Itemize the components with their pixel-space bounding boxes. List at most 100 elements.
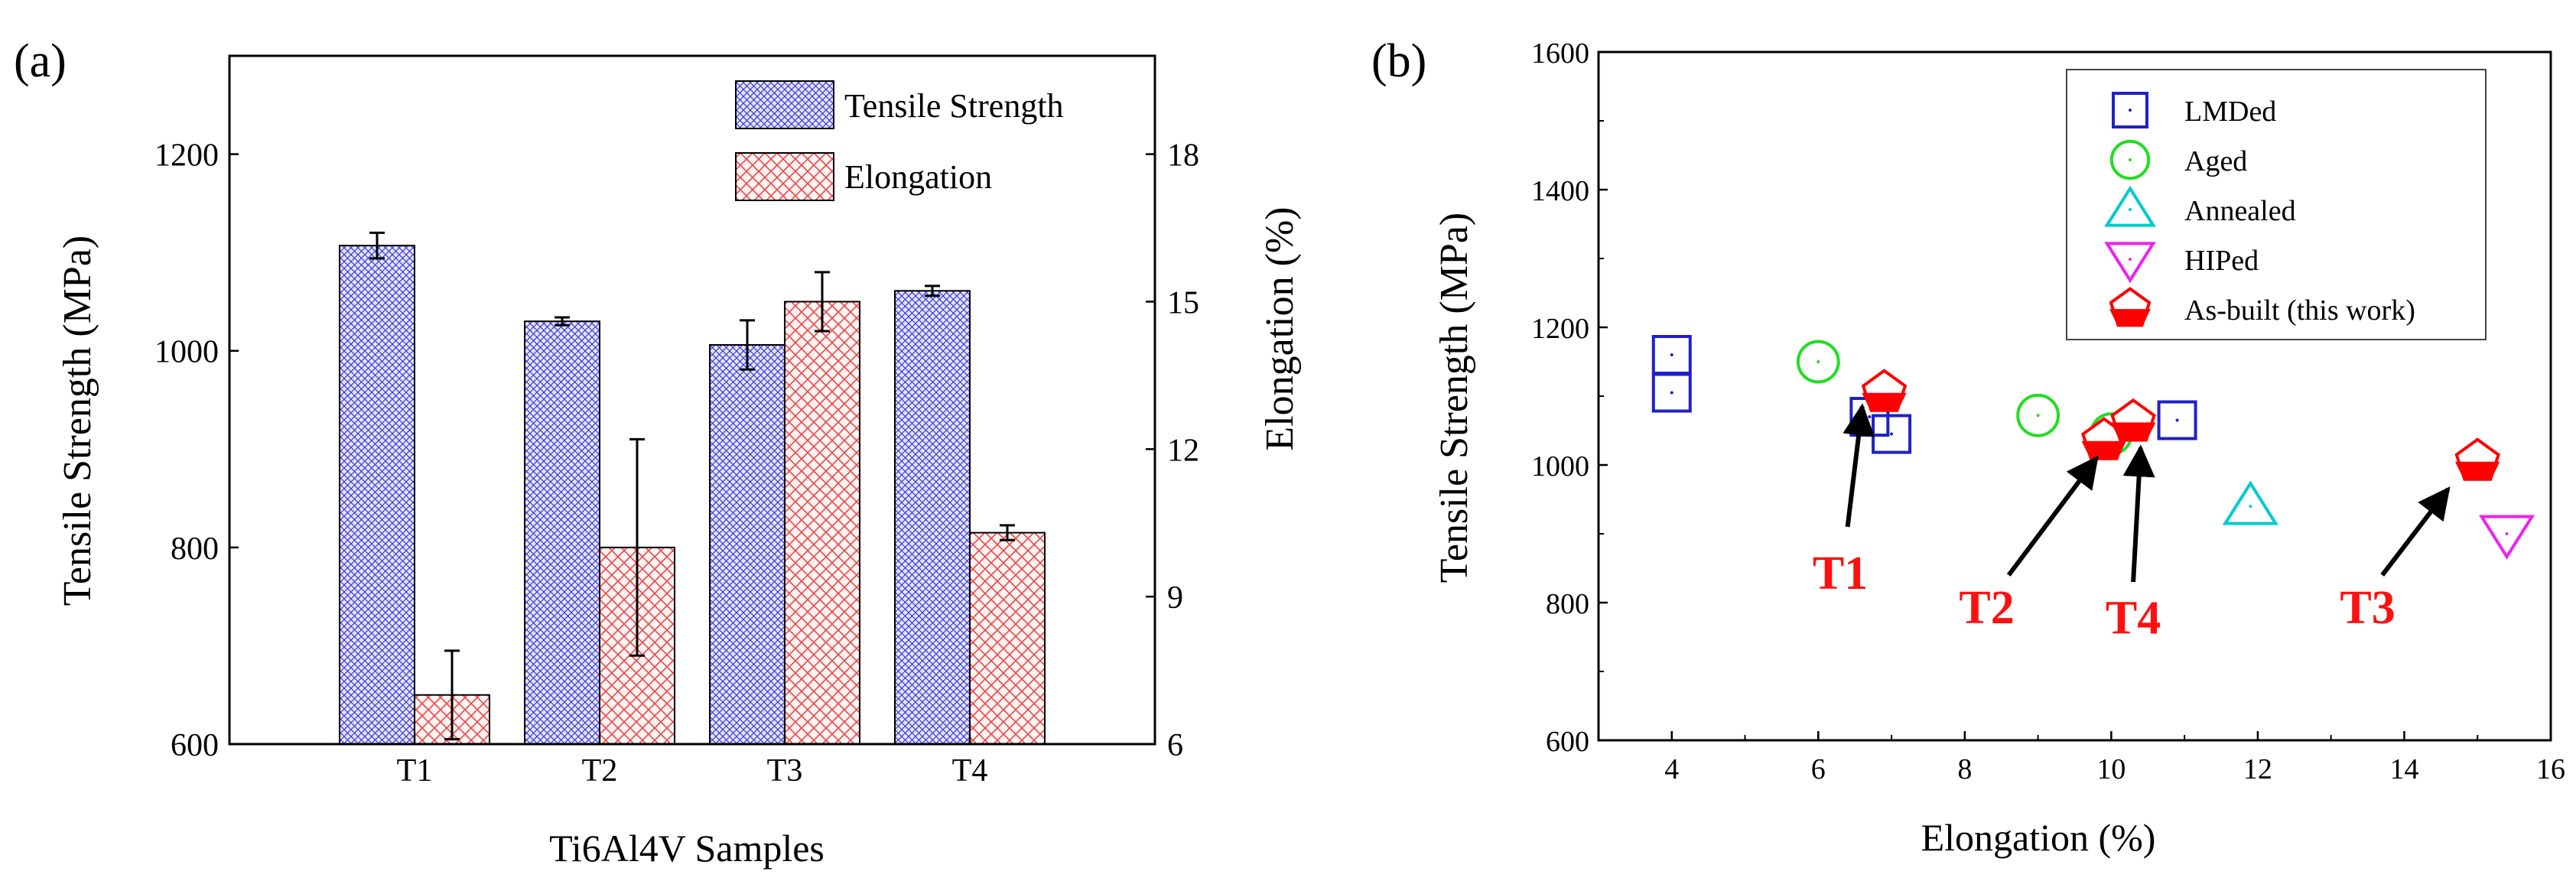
x-tick-label-t4: T4 (952, 753, 988, 788)
x-tick-label: 14 (2389, 753, 2418, 785)
point-pentagon-3 (2454, 437, 2500, 481)
point-triangle-up-0 (2222, 480, 2278, 525)
panel-a: (a) 600 800 1000 1200 6 9 12 15 18 T1 T2 T3 T4 Ti6Al… (14, 35, 1302, 870)
marker-shape (2104, 242, 2156, 284)
marker-dot (1670, 391, 1673, 395)
panel-b-axes: 600 800 1000 1200 1400 1600 4 6 8 10 12 14 16 (1531, 37, 2565, 785)
y2-tick-label: 15 (1167, 285, 1199, 320)
panel-a-label: (a) (14, 35, 67, 87)
panel-b-points (1651, 335, 2535, 560)
legend-swatch-elongation (735, 152, 834, 201)
marker-shape (2112, 92, 2148, 128)
panel-b: (b) 600 800 1000 1200 1400 1600 4 6 8 10 12 14 16 T1… (1371, 35, 2565, 859)
legend-swatch-tensile (735, 80, 834, 129)
marker-shape (2109, 139, 2151, 180)
marker-fill (2081, 440, 2126, 460)
error-bar-tensile-t2 (555, 316, 570, 327)
marker-dot (1868, 415, 1872, 418)
annotation-label-t3: T3 (2340, 582, 2395, 634)
annotation-arrow-t3 (2380, 486, 2451, 577)
marker-shape (2157, 400, 2197, 440)
bar-tensile-t2 (524, 320, 600, 745)
marker-dot (2175, 418, 2179, 422)
bar-tensile-t4 (894, 290, 971, 745)
legend-label-hiped: HIPed (2184, 245, 2259, 277)
panel-b-x-axis-label: Elongation (%) (1921, 816, 2156, 859)
y2-tick-label: 6 (1167, 728, 1183, 763)
y-tick-label: 1000 (1531, 450, 1589, 483)
panel-b-label: (b) (1371, 35, 1426, 87)
x-tick-label: 10 (2096, 753, 2126, 785)
marker-shape (2222, 480, 2278, 525)
panel-a-y-axis-label: Tensile Strength (MPa) (56, 236, 99, 606)
x-tick-label: 12 (2243, 753, 2272, 785)
marker-dot (1890, 432, 1894, 436)
y-tick-label: 1600 (1531, 37, 1589, 70)
legend-label-as-built: As-built (this work) (2184, 294, 2415, 327)
legend-label-elongation: Elongation (844, 158, 992, 196)
point-circle-0 (1796, 340, 1840, 384)
point-square-4 (2157, 400, 2197, 440)
marker-dot (2129, 109, 2132, 112)
error-bar-tensile-t4 (925, 284, 940, 297)
marker-shape (2016, 393, 2060, 437)
legend-marker-triangle-down (2104, 242, 2156, 284)
y-tick-label: 1400 (1531, 175, 1589, 207)
x-tick-label: 6 (1811, 753, 1826, 785)
y2-tick-label: 12 (1167, 433, 1199, 468)
legend-marker-pentagon (2109, 287, 2152, 327)
error-bar-elongation-t4 (1000, 524, 1015, 541)
x-tick-label: 16 (2536, 753, 2565, 785)
marker-dot (2129, 158, 2132, 161)
error-bar-elongation-t2 (629, 437, 645, 657)
annotation-label-t2: T2 (1959, 582, 2014, 634)
panel-a-y2-axis-label: Elongation (%) (1258, 206, 1302, 450)
y-tick-label: 1200 (154, 138, 219, 174)
point-triangle-down-0 (2478, 515, 2535, 560)
y2-tick-label: 9 (1167, 580, 1183, 616)
bar-tensile-t1 (339, 245, 415, 745)
x-tick-label: 8 (1957, 753, 1972, 785)
error-bar-elongation-t1 (444, 649, 460, 741)
marker-dot (2249, 505, 2252, 508)
panel-a-error-bars (369, 231, 1015, 741)
legend-marker-square (2112, 92, 2148, 128)
marker-dot (2129, 258, 2132, 261)
panel-a-legend: Tensile Strength Elongation (735, 80, 1064, 201)
legend-marker-triangle-up (2104, 185, 2156, 227)
marker-shape (1651, 372, 1692, 413)
panel-a-plot-frame (228, 54, 1156, 746)
marker-fill (2110, 422, 2156, 441)
y-tick-label: 600 (171, 728, 219, 763)
marker-dot (2505, 532, 2509, 535)
error-bar-tensile-t1 (369, 231, 385, 260)
marker-shape (1796, 340, 1840, 384)
point-pentagon-0 (1861, 369, 1908, 412)
point-circle-1 (2016, 393, 2060, 437)
panel-b-annotations: T1 T2 T4 T3 (1813, 403, 2451, 645)
error-bar-elongation-t3 (815, 271, 830, 333)
x-tick-label: 4 (1664, 753, 1679, 785)
legend-label-aged: Aged (2184, 145, 2247, 177)
marker-dot (1817, 360, 1820, 363)
x-tick-label-t2: T2 (582, 753, 618, 788)
annotation-arrow-t1 (1843, 403, 1875, 528)
annotation-label-t4: T4 (2106, 593, 2161, 645)
y-tick-label: 1000 (154, 335, 219, 370)
y2-tick-label: 18 (1167, 138, 1199, 174)
panel-a-axes: 600 800 1000 1200 6 9 12 15 18 T1 T2 T3 T4 (154, 54, 1199, 788)
panel-b-y-axis-label: Tensile Strength (MPa) (1433, 213, 1476, 584)
annotation-arrow-t2 (2006, 455, 2099, 577)
marker-dot (2129, 208, 2132, 211)
error-bar-tensile-t3 (740, 319, 755, 371)
panel-a-x-axis-label: Ti6Al4V Samples (549, 827, 825, 870)
x-tick-label-t3: T3 (767, 753, 803, 788)
marker-fill (2455, 461, 2500, 480)
bar-tensile-t3 (709, 344, 785, 745)
bar-elongation-t3 (784, 301, 860, 745)
marker-dot (2036, 414, 2040, 418)
point-pentagon-2 (2110, 398, 2156, 442)
y-tick-label: 800 (171, 532, 219, 567)
panel-a-bars (339, 245, 1046, 746)
